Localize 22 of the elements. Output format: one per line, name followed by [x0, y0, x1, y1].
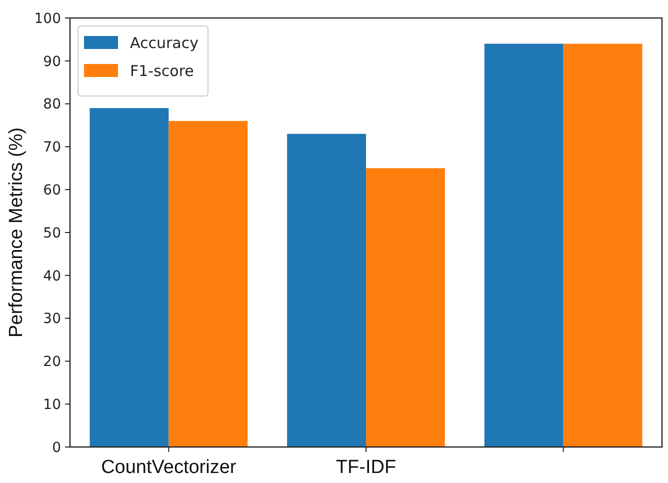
bar: [366, 168, 445, 447]
y-tick-label: 90: [43, 54, 61, 70]
y-tick-label: 50: [43, 225, 61, 242]
bar: [484, 44, 564, 447]
bar: [287, 134, 366, 447]
legend-label: F1-score: [130, 62, 194, 80]
y-tick-label: 60: [43, 182, 61, 198]
y-tick-label: 70: [43, 140, 61, 156]
y-tick-label: 80: [43, 96, 61, 113]
y-axis-title: Performance Metrics (%): [6, 127, 27, 338]
y-tick-label: 30: [43, 311, 61, 328]
y-tick-label: 100: [34, 10, 61, 27]
x-tick-label: TF-IDF: [336, 457, 396, 478]
y-tick-label: 10: [43, 397, 61, 413]
y-tick-label: 40: [43, 268, 61, 284]
x-tick-label: CountVectorizer: [101, 457, 237, 478]
bar: [563, 44, 642, 447]
legend-label: Accuracy: [130, 34, 199, 52]
bar: [168, 120, 248, 447]
bar: [90, 108, 169, 447]
y-tick-label: 20: [43, 354, 61, 370]
y-tick-label: 0: [52, 440, 61, 456]
